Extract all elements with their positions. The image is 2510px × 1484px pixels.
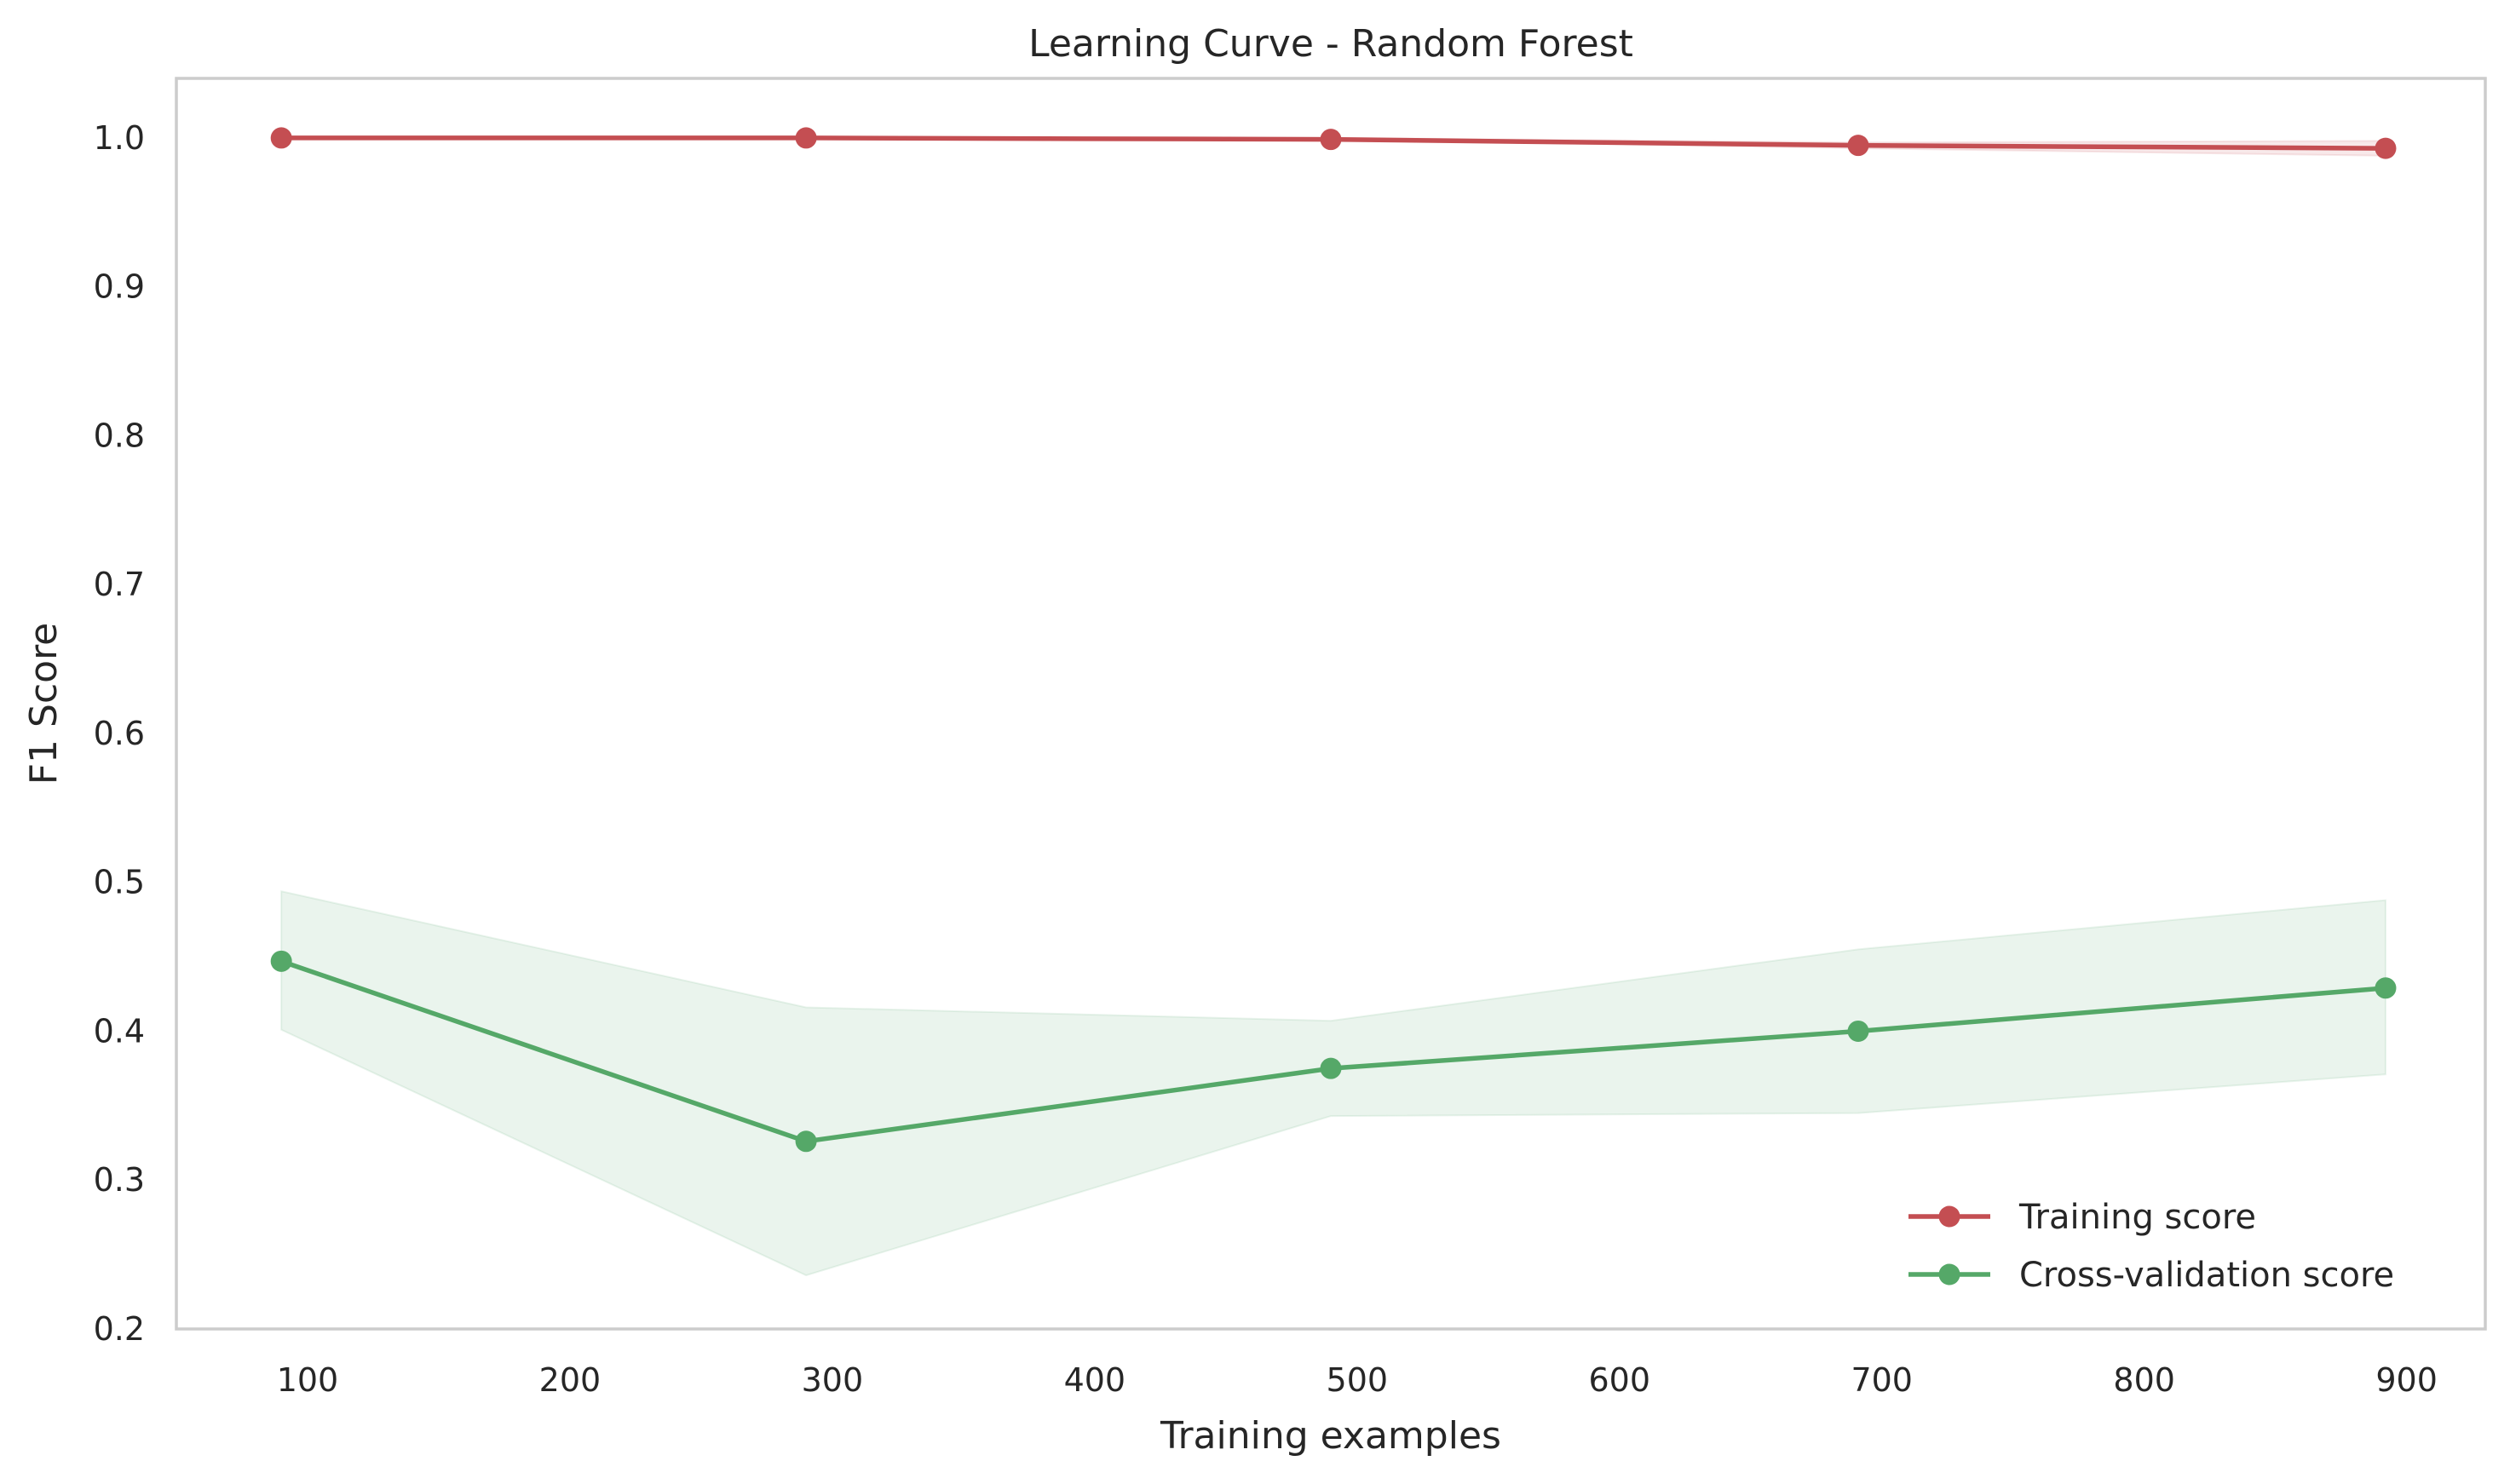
y-tick-label-0-6: 0.6 bbox=[94, 715, 145, 752]
y-tick-label-0-8: 0.8 bbox=[94, 417, 145, 454]
cross-validation-score-point-4 bbox=[2375, 977, 2397, 999]
training-score-point-2 bbox=[1320, 129, 1342, 151]
x-tick-label-100: 100 bbox=[277, 1361, 339, 1399]
training-score-legend-marker bbox=[1938, 1205, 1960, 1228]
training-score-point-3 bbox=[1847, 135, 1869, 157]
y-tick-label-0-4: 0.4 bbox=[94, 1012, 145, 1050]
legend: Training score Cross-validation score bbox=[1908, 1198, 2394, 1295]
x-tick-label-500: 500 bbox=[1327, 1361, 1389, 1399]
y-tick-label-0-5: 0.5 bbox=[94, 864, 145, 901]
cross-validation-score-point-0 bbox=[270, 950, 292, 972]
y-tick-label-0-9: 0.9 bbox=[94, 268, 145, 306]
cross-validation-score-legend-label: Cross-validation score bbox=[2019, 1256, 2394, 1295]
x-tick-label-900: 900 bbox=[2375, 1361, 2438, 1399]
x-tick-labels: 100 200 300 400 500 600 700 800 900 bbox=[277, 1361, 2438, 1399]
y-tick-labels: 0.2 0.3 0.4 0.5 0.6 0.7 0.8 0.9 1.0 bbox=[94, 119, 145, 1348]
y-tick-label-0-7: 0.7 bbox=[94, 566, 145, 603]
training-score-point-0 bbox=[270, 127, 292, 149]
x-tick-label-800: 800 bbox=[2113, 1361, 2175, 1399]
plot-frame bbox=[175, 77, 2487, 1331]
x-tick-label-300: 300 bbox=[802, 1361, 864, 1399]
x-tick-label-400: 400 bbox=[1064, 1361, 1126, 1399]
y-tick-label-1: 1.0 bbox=[94, 119, 145, 157]
series-lines bbox=[270, 127, 2397, 1153]
y-axis-label: F1 Score bbox=[22, 623, 66, 785]
x-tick-label-700: 700 bbox=[1851, 1361, 1913, 1399]
training-score-legend-label: Training score bbox=[2018, 1198, 2256, 1237]
cross-validation-score-point-3 bbox=[1847, 1020, 1869, 1042]
x-axis-label: Training examples bbox=[1160, 1414, 1501, 1458]
y-tick-label-0-3: 0.3 bbox=[94, 1161, 145, 1199]
x-tick-label-200: 200 bbox=[539, 1361, 602, 1399]
x-tick-label-600: 600 bbox=[1588, 1361, 1650, 1399]
cross-validation-score-legend-marker bbox=[1938, 1263, 1960, 1286]
y-tick-label-0-2: 0.2 bbox=[94, 1310, 145, 1348]
chart-title: Learning Curve - Random Forest bbox=[1028, 22, 1633, 66]
training-score-point-4 bbox=[2375, 137, 2397, 159]
cross-validation-score-confidence-band bbox=[280, 889, 2386, 1277]
cross-validation-score-point-1 bbox=[795, 1130, 817, 1153]
cross-validation-score-point-2 bbox=[1320, 1057, 1342, 1079]
training-score-point-1 bbox=[795, 127, 817, 149]
